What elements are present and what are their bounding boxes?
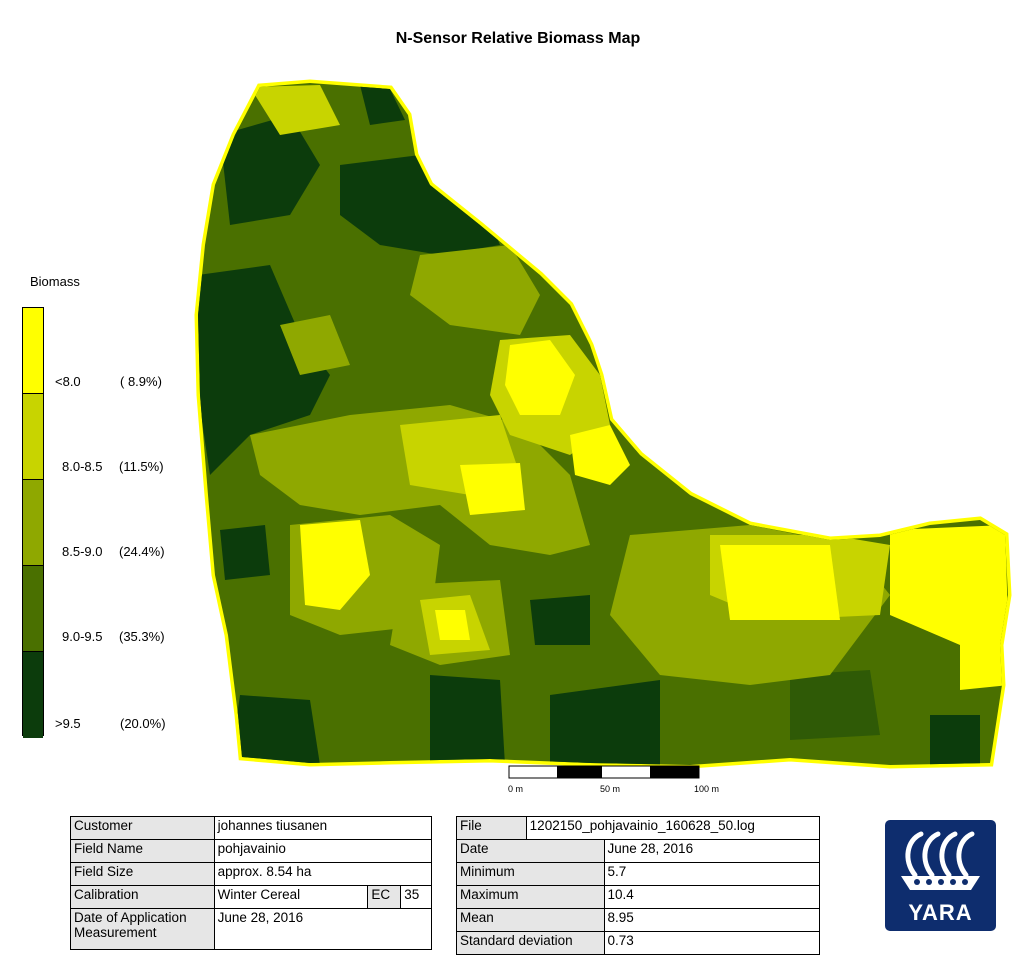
calibration-label: Calibration	[70, 885, 215, 909]
legend-swatch-1	[23, 308, 43, 394]
legend-swatch-4	[23, 566, 43, 652]
legend-color-bar	[22, 307, 44, 738]
scale-bar	[508, 765, 700, 779]
field-name-label: Field Name	[70, 839, 215, 863]
legend-label-3: 8.5-9.0 (24.4%)	[62, 544, 165, 559]
sd-value: 0.73	[603, 931, 820, 955]
legend-title: Biomass	[30, 274, 80, 289]
legend-swatch-2	[23, 394, 43, 480]
scale-label-50: 50 m	[600, 784, 621, 794]
file-value: 1202150_pohjavainio_160628_50.log	[525, 816, 821, 840]
sd-label: Standard deviation	[456, 931, 605, 955]
legend-label-1: <8.0( 8.9%)	[55, 374, 162, 389]
legend-swatch-3	[23, 480, 43, 566]
field-size-value: approx. 8.54 ha	[213, 862, 433, 886]
field-info-table: Customer johannes tiusanen Field Name po…	[70, 816, 433, 950]
ec-label: EC	[367, 885, 402, 909]
map-title: N-Sensor Relative Biomass Map	[395, 30, 641, 47]
logo-text: YARA	[908, 900, 973, 925]
date-label: Date of Application Measurement	[70, 908, 215, 950]
biomass-map	[194, 79, 1012, 769]
calibration-value: Winter Cereal	[213, 885, 369, 909]
field-name-value: pohjavainio	[213, 839, 433, 863]
ec-value: 35	[400, 885, 432, 909]
mean-value: 8.95	[603, 908, 820, 932]
minimum-value: 5.7	[603, 862, 820, 886]
file-label: File	[456, 816, 527, 840]
yara-logo: YARA	[885, 820, 996, 931]
legend-label-4: 9.0-9.5 (35.3%)	[62, 629, 165, 644]
stats-table: File 1202150_pohjavainio_160628_50.log D…	[456, 816, 821, 955]
stats-date-value: June 28, 2016	[603, 839, 820, 863]
scale-label-100: 100 m	[694, 784, 720, 794]
field-size-label: Field Size	[70, 862, 215, 886]
minimum-label: Minimum	[456, 862, 605, 886]
scale-label-0: 0 m	[508, 784, 524, 794]
customer-label: Customer	[70, 816, 215, 840]
legend-label-5: >9.5 (20.0%)	[55, 716, 166, 731]
biomass-zones	[198, 83, 1008, 765]
legend-label-2: 8.0-8.5 (11.5%)	[62, 459, 164, 474]
stats-date-label: Date	[456, 839, 605, 863]
legend-swatch-5	[23, 652, 43, 738]
date-value: June 28, 2016	[213, 908, 433, 950]
mean-label: Mean	[456, 908, 605, 932]
maximum-label: Maximum	[456, 885, 605, 909]
customer-value: johannes tiusanen	[213, 816, 433, 840]
viking-ship-icon	[901, 831, 980, 890]
maximum-value: 10.4	[603, 885, 820, 909]
